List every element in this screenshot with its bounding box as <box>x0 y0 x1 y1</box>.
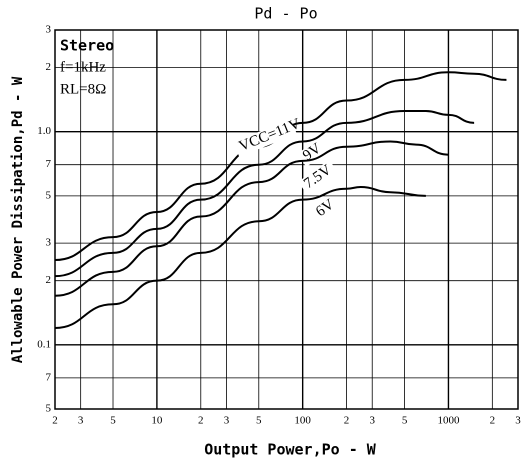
x-tick-label: 100 <box>294 415 311 427</box>
y-tick-label: 7 <box>46 158 52 170</box>
x-tick-label: 2 <box>52 415 58 427</box>
y-tick-label: 2 <box>46 61 52 73</box>
y-axis-label: Allowable Power Dissipation,Pd - W <box>10 76 26 363</box>
x-tick-label: 3 <box>224 415 230 427</box>
x-tick-label: 2 <box>344 415 350 427</box>
series-label-bg <box>233 118 297 157</box>
x-tick-label: 10 <box>151 415 163 427</box>
line-series <box>54 186 426 329</box>
y-tick-label: 7 <box>46 371 52 383</box>
line-series <box>54 71 507 262</box>
x-tick-label: 1000 <box>437 415 460 427</box>
y-tick-label: 2 <box>46 274 52 286</box>
y-tick-label: 5 <box>46 403 52 415</box>
line-series <box>54 140 449 297</box>
y-tick-label: 3 <box>46 237 52 249</box>
y-tick-label: 1.0 <box>37 125 51 137</box>
annotation: Stereo <box>60 37 114 55</box>
series-label-bg <box>310 197 338 223</box>
annotation-box <box>56 33 174 99</box>
series-label: VCC=11V <box>237 116 303 155</box>
x-tick-label: 5 <box>256 415 262 427</box>
y-tick-label: 3 <box>46 24 52 36</box>
x-tick-label: 2 <box>198 415 204 427</box>
y-tick-label: 0.1 <box>37 338 51 350</box>
plot-frame <box>54 29 519 410</box>
x-axis-label: Output Power,Po - W <box>204 441 377 459</box>
x-tick-label: 5 <box>110 415 116 427</box>
line-series <box>54 110 475 278</box>
x-tick-label: 3 <box>369 415 375 427</box>
annotation: RL=8Ω <box>60 81 106 97</box>
x-tick-label: 3 <box>78 415 84 427</box>
x-tick-label: 3 <box>515 415 521 427</box>
chart-title: Pd - Po <box>254 5 317 23</box>
series-label-bg <box>298 159 339 195</box>
x-tick-label: 5 <box>402 415 408 427</box>
x-tick-label: 2 <box>490 415 496 427</box>
y-tick-label: 5 <box>46 189 52 201</box>
